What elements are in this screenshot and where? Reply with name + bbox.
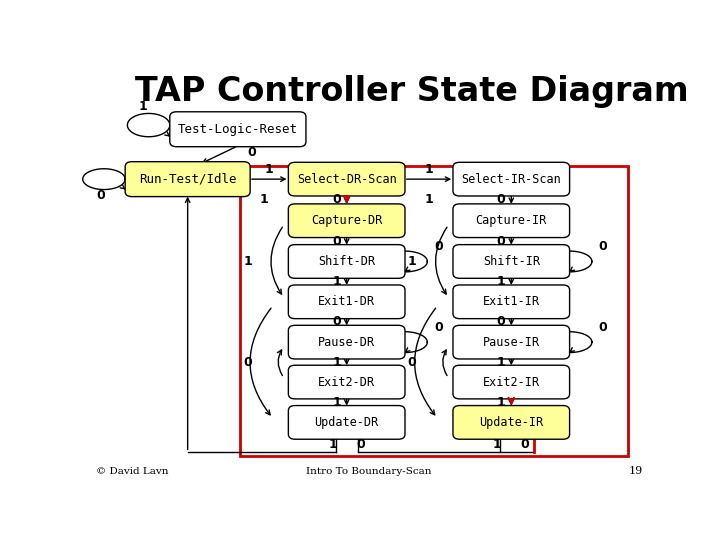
Text: 0: 0: [497, 193, 505, 206]
Text: Update-IR: Update-IR: [480, 416, 544, 429]
FancyBboxPatch shape: [453, 204, 570, 238]
Text: Intro To Boundary-Scan: Intro To Boundary-Scan: [306, 468, 432, 476]
Text: 1: 1: [332, 396, 341, 409]
Text: 1: 1: [265, 164, 274, 177]
Text: 0: 0: [356, 438, 365, 451]
Text: 1: 1: [243, 255, 252, 268]
Text: 0: 0: [243, 356, 252, 369]
Text: Update-DR: Update-DR: [315, 416, 379, 429]
Text: 0: 0: [96, 190, 106, 202]
FancyBboxPatch shape: [289, 365, 405, 399]
Text: 0: 0: [408, 356, 417, 369]
FancyBboxPatch shape: [289, 285, 405, 319]
Text: 1: 1: [332, 356, 341, 369]
FancyBboxPatch shape: [453, 285, 570, 319]
Text: 1: 1: [332, 275, 341, 288]
FancyBboxPatch shape: [125, 161, 250, 197]
Text: Exit2-IR: Exit2-IR: [483, 375, 540, 389]
Bar: [240, 166, 629, 456]
Text: Test-Logic-Reset: Test-Logic-Reset: [178, 123, 298, 136]
FancyBboxPatch shape: [289, 204, 405, 238]
Text: 0: 0: [332, 315, 341, 328]
Text: 0: 0: [248, 146, 256, 159]
Text: 1: 1: [497, 356, 505, 369]
Text: Exit2-DR: Exit2-DR: [318, 375, 375, 389]
FancyBboxPatch shape: [289, 406, 405, 439]
Text: 0: 0: [497, 234, 505, 248]
FancyBboxPatch shape: [289, 325, 405, 359]
Text: 1: 1: [260, 193, 269, 206]
FancyBboxPatch shape: [453, 245, 570, 278]
Text: 1: 1: [493, 438, 502, 451]
Text: 0: 0: [434, 240, 443, 253]
FancyBboxPatch shape: [170, 112, 306, 147]
Text: 0: 0: [434, 321, 443, 334]
Text: Shift-DR: Shift-DR: [318, 255, 375, 268]
Text: 0: 0: [521, 438, 530, 451]
Text: Capture-IR: Capture-IR: [476, 214, 547, 227]
FancyBboxPatch shape: [289, 245, 405, 278]
Text: Run-Test/Idle: Run-Test/Idle: [139, 173, 236, 186]
Text: 1: 1: [425, 164, 433, 177]
Text: © David Lavn: © David Lavn: [96, 468, 168, 476]
Text: 1: 1: [497, 396, 505, 409]
Text: Pause-DR: Pause-DR: [318, 336, 375, 349]
Text: TAP Controller State Diagram: TAP Controller State Diagram: [135, 75, 688, 108]
FancyBboxPatch shape: [453, 163, 570, 196]
Text: 1: 1: [328, 438, 337, 451]
Text: 0: 0: [332, 193, 341, 206]
Text: 0: 0: [599, 321, 608, 334]
Text: 1: 1: [408, 255, 417, 268]
Text: Exit1-DR: Exit1-DR: [318, 295, 375, 308]
Text: Select-IR-Scan: Select-IR-Scan: [462, 173, 561, 186]
Text: Shift-IR: Shift-IR: [483, 255, 540, 268]
FancyBboxPatch shape: [453, 406, 570, 439]
Text: 1: 1: [139, 100, 148, 113]
Text: 0: 0: [497, 315, 505, 328]
Text: 1: 1: [497, 275, 505, 288]
Text: 19: 19: [628, 467, 642, 476]
FancyBboxPatch shape: [453, 325, 570, 359]
Text: Capture-DR: Capture-DR: [311, 214, 382, 227]
FancyBboxPatch shape: [289, 163, 405, 196]
Text: Exit1-IR: Exit1-IR: [483, 295, 540, 308]
Text: 1: 1: [425, 193, 433, 206]
Text: 0: 0: [599, 240, 608, 253]
Text: Pause-IR: Pause-IR: [483, 336, 540, 349]
Text: 0: 0: [332, 234, 341, 248]
FancyBboxPatch shape: [453, 365, 570, 399]
Text: Select-DR-Scan: Select-DR-Scan: [297, 173, 397, 186]
